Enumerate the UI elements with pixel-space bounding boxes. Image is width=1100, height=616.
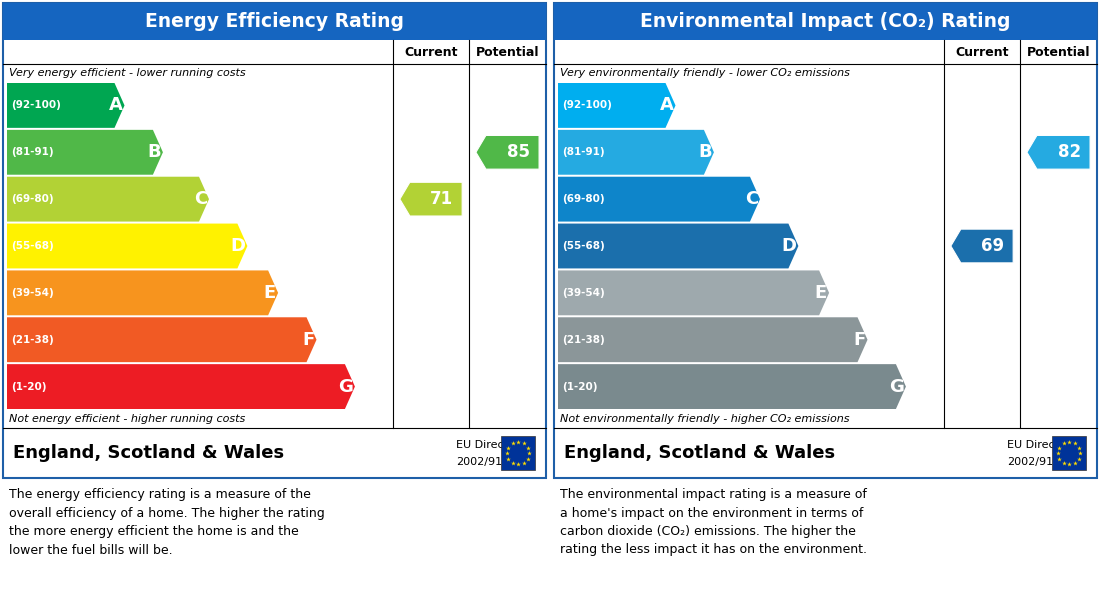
Text: (55-68): (55-68) xyxy=(11,241,54,251)
Text: D: D xyxy=(230,237,245,255)
Polygon shape xyxy=(558,83,675,128)
Text: F: F xyxy=(302,331,315,349)
Text: Current: Current xyxy=(955,46,1009,59)
Polygon shape xyxy=(7,224,248,269)
Polygon shape xyxy=(7,177,209,222)
Text: E: E xyxy=(815,284,827,302)
Text: England, Scotland & Wales: England, Scotland & Wales xyxy=(13,444,284,462)
Polygon shape xyxy=(399,182,462,216)
Text: Very environmentally friendly - lower CO₂ emissions: Very environmentally friendly - lower CO… xyxy=(560,68,850,78)
Polygon shape xyxy=(558,224,799,269)
Text: (39-54): (39-54) xyxy=(562,288,605,298)
Text: 85: 85 xyxy=(507,144,530,161)
Text: 71: 71 xyxy=(430,190,453,208)
Text: Not energy efficient - higher running costs: Not energy efficient - higher running co… xyxy=(9,414,245,424)
Text: The environmental impact rating is a measure of
a home's impact on the environme: The environmental impact rating is a mea… xyxy=(560,488,867,556)
Polygon shape xyxy=(558,364,906,409)
Text: (21-38): (21-38) xyxy=(562,334,605,345)
Polygon shape xyxy=(7,83,124,128)
Text: A: A xyxy=(109,97,122,115)
Text: 69: 69 xyxy=(981,237,1004,255)
Polygon shape xyxy=(558,177,760,222)
Polygon shape xyxy=(7,317,317,362)
Text: Not environmentally friendly - higher CO₂ emissions: Not environmentally friendly - higher CO… xyxy=(560,414,849,424)
Text: Potential: Potential xyxy=(1026,46,1090,59)
Bar xyxy=(500,436,535,470)
Polygon shape xyxy=(476,136,539,169)
Text: (81-91): (81-91) xyxy=(562,147,605,157)
Bar xyxy=(3,3,546,40)
Text: (21-38): (21-38) xyxy=(11,334,54,345)
Polygon shape xyxy=(558,317,868,362)
Text: (69-80): (69-80) xyxy=(562,194,605,204)
Text: EU Directive: EU Directive xyxy=(1006,439,1076,450)
Text: Environmental Impact (CO₂) Rating: Environmental Impact (CO₂) Rating xyxy=(640,12,1011,31)
Polygon shape xyxy=(558,130,714,175)
Text: Energy Efficiency Rating: Energy Efficiency Rating xyxy=(145,12,404,31)
Bar xyxy=(554,3,1097,478)
Text: England, Scotland & Wales: England, Scotland & Wales xyxy=(564,444,835,462)
Text: C: C xyxy=(745,190,758,208)
Bar xyxy=(3,3,546,478)
Text: The energy efficiency rating is a measure of the
overall efficiency of a home. T: The energy efficiency rating is a measur… xyxy=(9,488,324,556)
Text: (1-20): (1-20) xyxy=(562,381,597,392)
Polygon shape xyxy=(1027,136,1090,169)
Text: B: B xyxy=(147,144,161,161)
Polygon shape xyxy=(7,130,163,175)
Text: Potential: Potential xyxy=(475,46,539,59)
Text: F: F xyxy=(854,331,866,349)
Text: (39-54): (39-54) xyxy=(11,288,54,298)
Text: E: E xyxy=(264,284,276,302)
Text: 2002/91/EC: 2002/91/EC xyxy=(456,456,520,466)
Text: (92-100): (92-100) xyxy=(562,100,612,110)
Polygon shape xyxy=(558,270,829,315)
Text: (55-68): (55-68) xyxy=(562,241,605,251)
Text: (1-20): (1-20) xyxy=(11,381,46,392)
Text: (81-91): (81-91) xyxy=(11,147,54,157)
Text: 2002/91/EC: 2002/91/EC xyxy=(1006,456,1071,466)
Text: 82: 82 xyxy=(1058,144,1081,161)
Bar xyxy=(554,3,1097,40)
Polygon shape xyxy=(950,229,1013,263)
Text: (92-100): (92-100) xyxy=(11,100,60,110)
Text: A: A xyxy=(660,97,673,115)
Bar xyxy=(1052,436,1086,470)
Text: G: G xyxy=(889,378,904,395)
Text: Current: Current xyxy=(405,46,458,59)
Text: Very energy efficient - lower running costs: Very energy efficient - lower running co… xyxy=(9,68,245,78)
Text: D: D xyxy=(781,237,796,255)
Text: C: C xyxy=(194,190,207,208)
Polygon shape xyxy=(7,364,355,409)
Text: G: G xyxy=(338,378,353,395)
Text: EU Directive: EU Directive xyxy=(456,439,525,450)
Text: B: B xyxy=(698,144,712,161)
Text: (69-80): (69-80) xyxy=(11,194,54,204)
Polygon shape xyxy=(7,270,278,315)
